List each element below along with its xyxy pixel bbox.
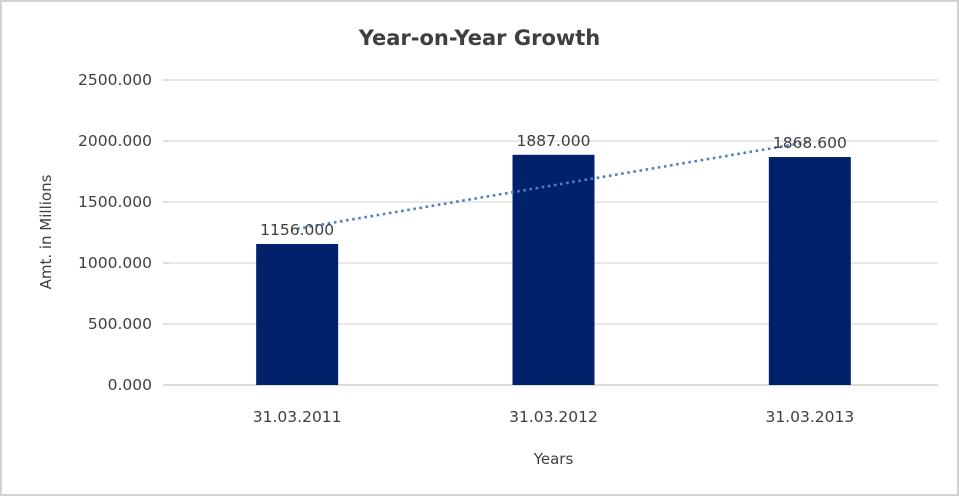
chart-title: Year-on-Year Growth — [358, 26, 601, 50]
bar-data-label: 1887.000 — [517, 132, 591, 150]
y-tick-label: 1000.000 — [78, 254, 152, 272]
bar — [512, 154, 595, 385]
y-tick-label: 500.000 — [88, 315, 152, 333]
x-tick-label: 31.03.2011 — [253, 408, 342, 426]
y-tick-label: 2500.000 — [78, 71, 152, 89]
y-tick-label: 0.000 — [108, 376, 152, 394]
bar — [768, 157, 851, 385]
y-tick-label: 1500.000 — [78, 193, 152, 211]
bar — [256, 243, 339, 385]
x-tick-label: 31.03.2012 — [509, 408, 598, 426]
x-axis-title: Years — [533, 450, 574, 468]
x-tick-label: 31.03.2013 — [765, 408, 854, 426]
bar-data-label: 1156.000 — [260, 221, 334, 239]
y-tick-label: 2000.000 — [78, 132, 152, 150]
bar-data-label: 1868.600 — [773, 134, 847, 152]
